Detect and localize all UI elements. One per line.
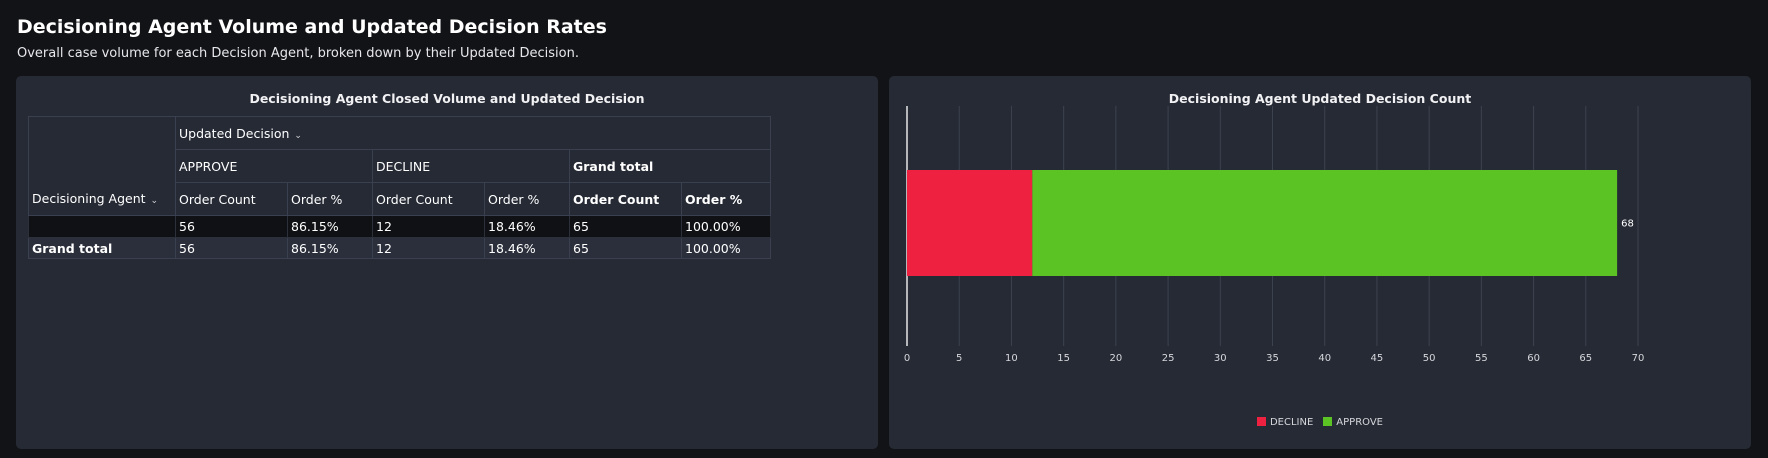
table-cell: 65 <box>569 215 682 238</box>
chevron-down-icon[interactable]: ⌄ <box>150 196 159 207</box>
grand-total-row: Grand total 56 86.15% 12 18.46% 65 100.0… <box>28 237 771 259</box>
row-label <box>28 215 176 238</box>
legend-swatch <box>1323 417 1333 426</box>
x-tick-label: 20 <box>1109 353 1122 364</box>
corner-cell <box>28 116 176 150</box>
legend-item[interactable]: APPROVE <box>1323 417 1383 428</box>
measure-header: Order % <box>287 182 373 216</box>
measure-header: Order Count <box>569 182 682 216</box>
table-cell: 56 <box>175 215 288 238</box>
chevron-down-icon[interactable]: ⌄ <box>294 130 302 141</box>
bar-chart: 0 5 10 15 20 25 30 35 40 45 50 55 60 65 70 68 <box>904 106 1645 364</box>
row-label: Grand total <box>28 237 176 259</box>
x-tick-label: 70 <box>1632 353 1645 364</box>
group-header-approve: APPROVE <box>175 149 373 183</box>
chart-panel: Decisioning Agent Updated Decision Count… <box>889 76 1751 449</box>
legend-item[interactable]: DECLINE <box>1256 417 1314 428</box>
bar-segment-approve <box>1032 170 1618 276</box>
table-cell: 12 <box>372 215 485 238</box>
table-cell: 12 <box>372 237 485 259</box>
x-tick-label: 25 <box>1162 353 1175 364</box>
table-cell: 86.15% <box>287 237 373 259</box>
table-panel: Decisioning Agent Closed Volume and Upda… <box>16 76 878 449</box>
x-tick-label: 55 <box>1475 353 1488 364</box>
legend-label: DECLINE <box>1269 417 1314 428</box>
x-tick-label: 45 <box>1371 353 1384 364</box>
chart-legend: DECLINE APPROVE <box>889 417 1751 428</box>
table-cell: 18.46% <box>484 237 570 259</box>
table-cell: 18.46% <box>484 215 570 238</box>
measure-header: Order % <box>681 182 771 216</box>
x-tick-label: 10 <box>1005 353 1018 364</box>
group-header-grand-total: Grand total <box>569 149 771 183</box>
x-tick-label: 65 <box>1579 353 1592 364</box>
x-tick-label: 30 <box>1214 353 1227 364</box>
measure-header: Order Count <box>175 182 288 216</box>
column-dimension-label: Updated Decision <box>179 125 290 141</box>
chart-panel-title: Decisioning Agent Updated Decision Count <box>1168 91 1472 106</box>
table-cell: 100.00% <box>681 215 771 238</box>
page-header: Decisioning Agent Volume and Updated Dec… <box>17 14 607 62</box>
table-cell: 86.15% <box>287 215 373 238</box>
group-header-decline: DECLINE <box>372 149 570 183</box>
table-cell: 100.00% <box>681 237 771 259</box>
bar-segment-decline <box>907 170 1033 276</box>
x-tick-label: 5 <box>956 353 962 364</box>
measure-header: Order Count <box>372 182 485 216</box>
table-cell: 65 <box>569 237 682 259</box>
legend-label: APPROVE <box>1336 417 1384 428</box>
pivot-table: Updated Decision ⌄ APPROVE DECLINE Grand … <box>28 116 771 259</box>
table-cell: 56 <box>175 237 288 259</box>
table-panel-title: Decisioning Agent Closed Volume and Upda… <box>249 91 645 106</box>
legend-swatch <box>1256 417 1266 426</box>
page-subtitle: Overall case volume for each Decision Ag… <box>17 46 579 61</box>
x-tick-label: 60 <box>1527 353 1540 364</box>
x-tick-label: 35 <box>1266 353 1279 364</box>
table-row: 56 86.15% 12 18.46% 65 100.00% <box>28 215 771 238</box>
column-dimension-header[interactable]: Updated Decision ⌄ <box>175 116 771 150</box>
bar-total-label: 68 <box>1621 219 1634 230</box>
x-tick-label: 0 <box>904 353 910 364</box>
x-tick-label: 50 <box>1423 353 1436 364</box>
row-dimension-label: Decisioning Agent <box>32 191 146 207</box>
x-tick-label: 15 <box>1057 353 1070 364</box>
x-tick-label: 40 <box>1318 353 1331 364</box>
corner-cell <box>28 149 176 183</box>
measure-header: Order % <box>484 182 570 216</box>
row-dimension-header[interactable]: Decisioning Agent ⌄ <box>28 182 176 216</box>
page-title: Decisioning Agent Volume and Updated Dec… <box>17 16 607 38</box>
